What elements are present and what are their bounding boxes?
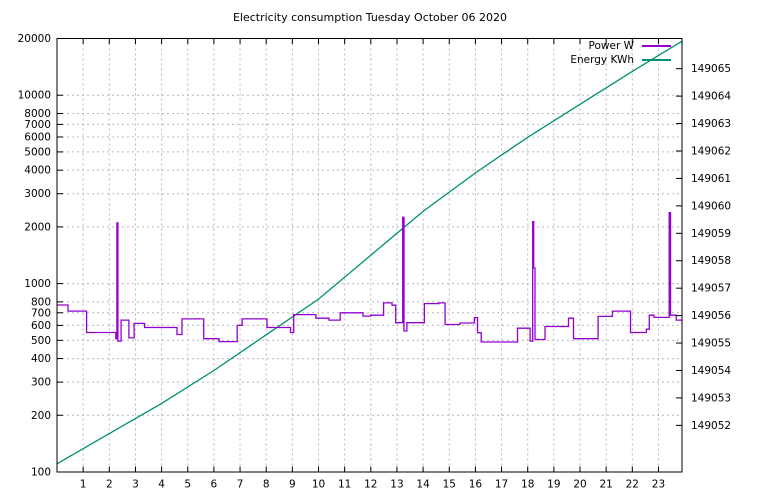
svg-text:6: 6 [211, 479, 218, 491]
axis-ticks [57, 38, 682, 473]
svg-text:149058: 149058 [691, 255, 731, 267]
svg-text:500: 500 [31, 335, 51, 347]
energy-line-swatch [642, 59, 671, 61]
svg-text:2: 2 [106, 479, 113, 491]
svg-text:23: 23 [652, 479, 665, 491]
svg-text:19: 19 [547, 479, 560, 491]
svg-text:10000: 10000 [18, 90, 51, 102]
svg-text:149056: 149056 [691, 310, 731, 322]
svg-text:149053: 149053 [691, 392, 731, 404]
svg-text:1: 1 [80, 479, 87, 491]
svg-text:800: 800 [31, 296, 51, 308]
svg-text:149064: 149064 [691, 91, 731, 103]
svg-text:22: 22 [626, 479, 639, 491]
svg-text:4000: 4000 [24, 165, 51, 177]
svg-text:149063: 149063 [691, 118, 731, 130]
svg-text:5000: 5000 [24, 146, 51, 158]
svg-text:149062: 149062 [691, 145, 731, 157]
energy-series-line [56, 40, 683, 465]
svg-text:600: 600 [31, 320, 51, 332]
svg-text:5: 5 [184, 479, 191, 491]
svg-text:7: 7 [237, 479, 244, 491]
svg-text:3: 3 [132, 479, 139, 491]
svg-text:13: 13 [390, 479, 403, 491]
svg-text:10: 10 [312, 479, 325, 491]
svg-text:700: 700 [31, 307, 51, 319]
svg-text:400: 400 [31, 353, 51, 365]
legend: Power W Energy KWh [570, 39, 671, 67]
svg-text:200: 200 [31, 410, 51, 422]
svg-text:18: 18 [521, 479, 534, 491]
legend-label-power: Power W [588, 40, 634, 52]
svg-text:4: 4 [158, 479, 165, 491]
chart-title: Electricity consumption Tuesday October … [232, 11, 508, 24]
svg-text:12: 12 [364, 479, 377, 491]
svg-text:9: 9 [289, 479, 296, 491]
legend-item-power: Power W [570, 39, 671, 53]
svg-text:17: 17 [495, 479, 508, 491]
svg-text:300: 300 [31, 377, 51, 389]
svg-text:8000: 8000 [24, 108, 51, 120]
svg-text:2000: 2000 [24, 221, 51, 233]
svg-text:20000: 20000 [18, 33, 51, 45]
svg-text:20: 20 [573, 479, 586, 491]
legend-label-energy: Energy KWh [570, 54, 634, 66]
y-right-tick-labels: 149052 149053 149054 149055 149056 149057 1490… [691, 63, 731, 432]
svg-text:149060: 149060 [691, 200, 731, 212]
svg-text:149065: 149065 [691, 63, 731, 75]
svg-text:16: 16 [469, 479, 483, 491]
svg-text:100: 100 [31, 467, 51, 479]
grid-lines [57, 38, 682, 473]
plot-border [56, 38, 683, 473]
legend-item-energy: Energy KWh [570, 53, 671, 67]
svg-text:14: 14 [416, 479, 430, 491]
svg-text:7000: 7000 [24, 119, 51, 131]
svg-text:3000: 3000 [24, 188, 51, 200]
svg-text:149059: 149059 [691, 228, 731, 240]
x-tick-labels: 1 2 3 4 5 6 7 8 9 10 11 12 13 14 15 16 17 18 19 20 21 22 23 [80, 479, 665, 491]
svg-text:21: 21 [599, 479, 612, 491]
power-line-swatch [642, 45, 671, 47]
svg-text:6000: 6000 [24, 132, 51, 144]
svg-text:149054: 149054 [691, 365, 731, 377]
svg-text:149057: 149057 [691, 283, 731, 295]
svg-text:15: 15 [443, 479, 456, 491]
power-series-line [57, 212, 682, 343]
svg-text:1000: 1000 [24, 278, 51, 290]
svg-text:11: 11 [338, 479, 351, 491]
svg-text:149052: 149052 [691, 420, 731, 432]
svg-text:149061: 149061 [691, 173, 731, 185]
svg-text:8: 8 [263, 479, 270, 491]
svg-text:149055: 149055 [691, 338, 731, 350]
